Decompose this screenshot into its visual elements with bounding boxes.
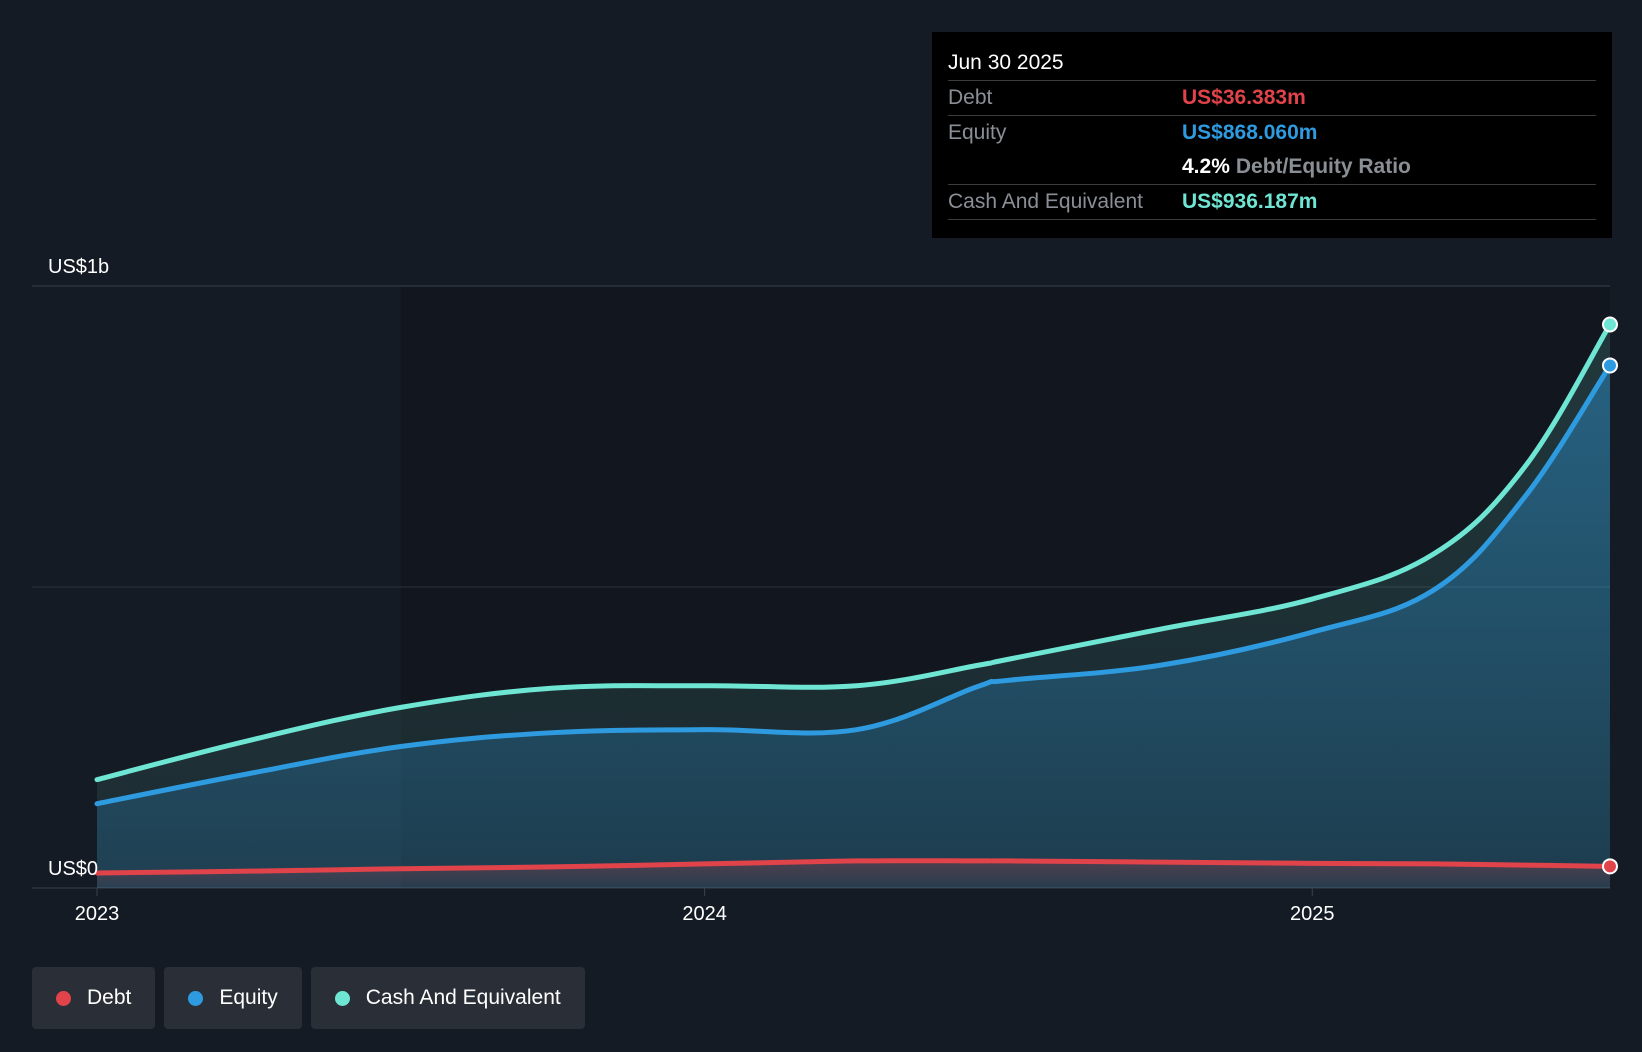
legend-label-equity: Equity bbox=[219, 986, 278, 1009]
tooltip-equity-row: Equity US$868.060m bbox=[948, 116, 1596, 150]
cash-line bbox=[94, 322, 1613, 783]
legend-item-cash[interactable]: Cash And Equivalent bbox=[310, 967, 585, 1029]
tooltip-debt-row: Debt US$36.383m bbox=[948, 81, 1596, 116]
y-tick-label: US$0 bbox=[48, 858, 98, 880]
legend-dot-cash bbox=[334, 990, 350, 1006]
cash-end-point bbox=[1602, 316, 1618, 333]
legend-dot-debt bbox=[56, 990, 71, 1006]
x-tick-label: 2024 bbox=[682, 903, 727, 925]
tooltip-ratio-row: 4.2% Debt/Equity Ratio bbox=[948, 150, 1596, 185]
legend: Debt Equity Cash And Equivalent bbox=[32, 967, 585, 1029]
tooltip: Jun 30 2025 Debt US$36.383m Equity US$86… bbox=[932, 32, 1612, 238]
equity-line bbox=[94, 362, 1613, 807]
debt-end-point bbox=[1602, 858, 1618, 875]
tooltip-cash-label: Cash And Equivalent bbox=[948, 190, 1143, 213]
legend-item-debt[interactable]: Debt bbox=[32, 967, 156, 1029]
tooltip-debt-value: US$36.383m bbox=[1182, 86, 1306, 109]
tooltip-ratio-value: 4.2% bbox=[1182, 155, 1230, 178]
tooltip-equity-label: Equity bbox=[948, 121, 1007, 144]
debt-line bbox=[94, 858, 1613, 876]
tooltip-date: Jun 30 2025 bbox=[948, 46, 1596, 81]
x-tick-label: 2023 bbox=[75, 903, 120, 925]
tooltip-cash-row: Cash And Equivalent US$936.187m bbox=[948, 185, 1596, 220]
tooltip-equity-value: US$868.060m bbox=[1182, 121, 1318, 144]
tooltip-debt-label: Debt bbox=[948, 86, 993, 109]
legend-label-debt: Debt bbox=[87, 986, 132, 1009]
equity-end-point bbox=[1602, 357, 1618, 374]
equity-area bbox=[97, 365, 1610, 888]
legend-dot-equity bbox=[188, 990, 204, 1006]
debt-area bbox=[97, 860, 1610, 888]
x-tick-label: 2025 bbox=[1290, 903, 1335, 925]
legend-label-cash: Cash And Equivalent bbox=[365, 986, 561, 1009]
y-tick-label: US$1b bbox=[48, 256, 109, 278]
tooltip-cash-value: US$936.187m bbox=[1182, 190, 1318, 213]
legend-item-equity[interactable]: Equity bbox=[164, 967, 302, 1029]
tooltip-ratio-label: Debt/Equity Ratio bbox=[1235, 155, 1411, 178]
